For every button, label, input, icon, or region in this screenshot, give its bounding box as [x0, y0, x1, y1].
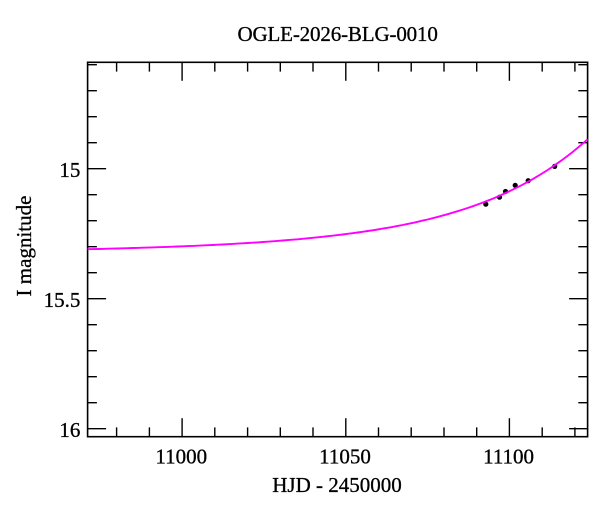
svg-text:11050: 11050 [319, 445, 371, 469]
svg-text:11000: 11000 [155, 445, 207, 469]
svg-text:HJD - 2450000: HJD - 2450000 [272, 473, 402, 497]
svg-text:OGLE-2026-BLG-0010: OGLE-2026-BLG-0010 [237, 22, 437, 46]
svg-text:16: 16 [59, 418, 80, 442]
svg-text:15: 15 [59, 158, 80, 182]
svg-text:15.5: 15.5 [44, 288, 81, 312]
svg-text:11100: 11100 [483, 445, 534, 469]
svg-text:I magnitude: I magnitude [12, 196, 36, 297]
